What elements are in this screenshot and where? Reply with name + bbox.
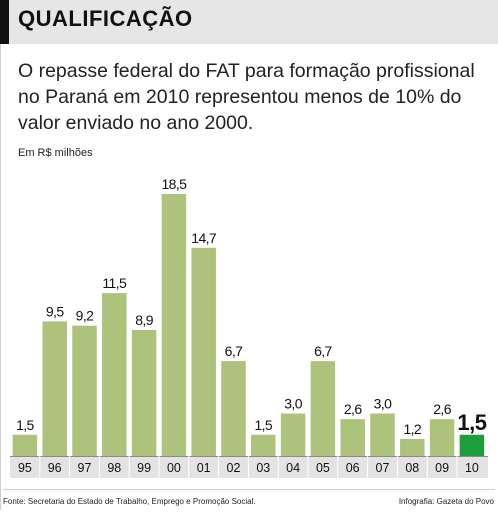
bar-01	[191, 247, 216, 456]
x-tick-label-05: 05	[316, 461, 330, 475]
value-label-98: 11,5	[102, 275, 127, 291]
x-tick-label-08: 08	[405, 461, 419, 475]
bar-99	[131, 329, 157, 456]
x-tick-label-96: 96	[48, 461, 62, 475]
bar-chart: 1,5 95 9,5 96 9,2 97 11,5 98 8,9 99 18,5 00 14,7 01 6,…	[3, 176, 495, 490]
bar-10	[459, 434, 485, 456]
x-tick-label-99: 99	[137, 461, 151, 475]
bar-05	[310, 361, 336, 456]
x-tick-label-10: 10	[465, 461, 479, 475]
value-label-97: 9,2	[76, 308, 94, 324]
value-label-99: 8,9	[135, 312, 153, 328]
bar-00	[161, 194, 187, 456]
value-label-02: 6,7	[225, 343, 243, 359]
x-tick-label-00: 00	[167, 461, 181, 475]
x-tick-label-07: 07	[376, 461, 390, 475]
value-label-96: 9,5	[46, 303, 64, 319]
value-label-95: 1,5	[16, 417, 34, 433]
credit-note: Infografia: Gazeta do Povo	[398, 497, 494, 506]
chart-subtitle: O repasse federal do FAT para formação p…	[18, 60, 475, 134]
source-note: Fonte: Secretaria do Estado de Trabalho,…	[3, 497, 256, 506]
bar-02	[221, 361, 246, 456]
bar-03	[251, 434, 276, 456]
value-label-07: 3,0	[374, 396, 392, 412]
x-tick-label-03: 03	[256, 461, 270, 475]
x-tick-label-09: 09	[435, 461, 449, 475]
y-axis-unit-label: Em R$ milhões	[18, 147, 93, 159]
bar-95	[12, 434, 38, 456]
x-tick-label-06: 06	[346, 461, 360, 475]
bar-98	[102, 293, 127, 456]
value-label-10: 1,5	[457, 410, 486, 435]
value-label-05: 6,7	[314, 343, 332, 359]
bar-04	[280, 413, 306, 456]
bar-97	[72, 325, 97, 456]
value-label-03: 1,5	[254, 417, 272, 433]
x-tick-label-04: 04	[286, 461, 300, 475]
title-accent-bar	[0, 0, 9, 44]
bar-96	[42, 321, 67, 456]
bar-08	[400, 439, 425, 456]
title-band: QUALIFICAÇÃO	[0, 0, 498, 44]
chart-title: QUALIFICAÇÃO	[18, 6, 193, 31]
bar-06	[340, 419, 365, 456]
value-label-04: 3,0	[284, 396, 302, 412]
x-tick-label-95: 95	[18, 461, 32, 475]
x-tick-label-02: 02	[227, 461, 241, 475]
x-tick-label-01: 01	[197, 461, 211, 475]
value-label-06: 2,6	[344, 401, 362, 417]
bar-09	[429, 419, 455, 456]
x-tick-label-98: 98	[107, 461, 121, 475]
value-label-00: 18,5	[161, 176, 187, 192]
value-label-09: 2,6	[433, 401, 451, 417]
value-label-08: 1,2	[403, 421, 421, 437]
bar-07	[370, 413, 395, 456]
value-label-01: 14,7	[191, 230, 217, 246]
left-border	[0, 44, 1, 510]
x-tick-label-97: 97	[78, 461, 92, 475]
